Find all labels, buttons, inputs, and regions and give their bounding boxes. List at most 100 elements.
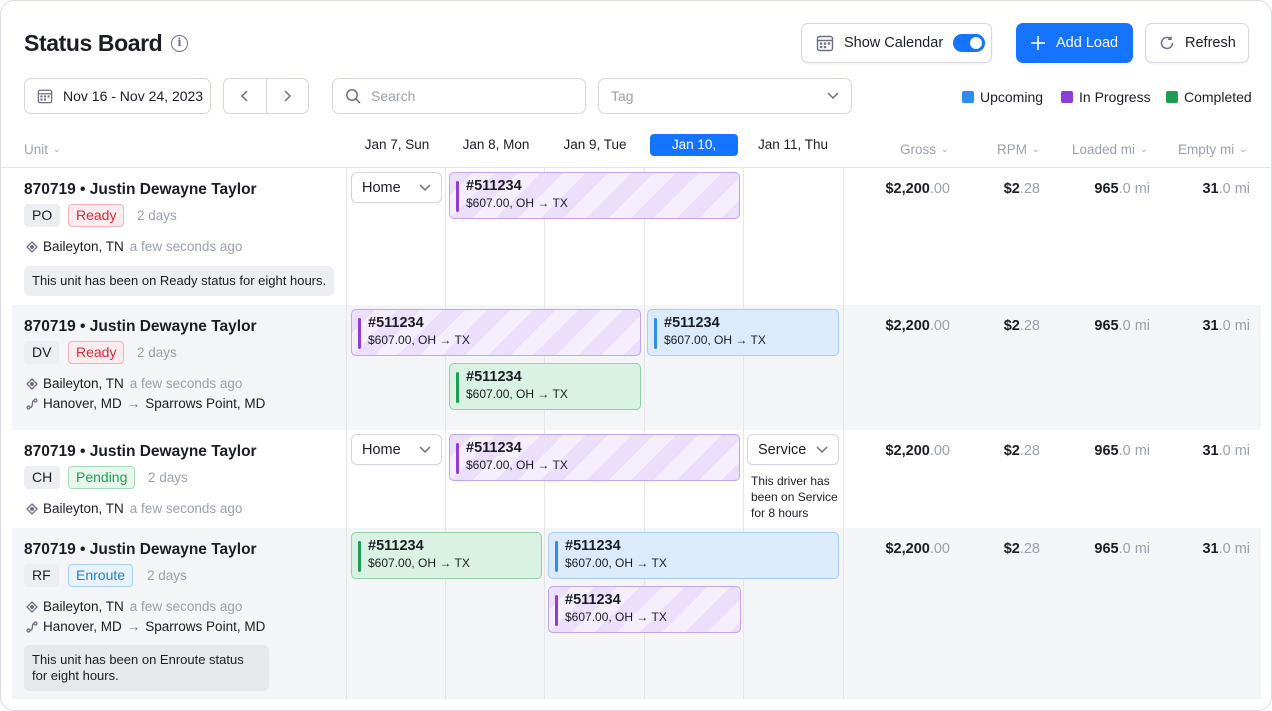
column-label: RPM xyxy=(997,142,1027,157)
location-pin-icon xyxy=(26,600,38,613)
day-header-selected[interactable]: Jan 10, Wed xyxy=(650,134,738,174)
load-card[interactable]: #511234 $607.00, OH → TX xyxy=(449,172,740,219)
show-calendar-switch[interactable] xyxy=(953,34,986,52)
load-card[interactable]: #511234 $607.00, OH → TX xyxy=(449,363,641,410)
empty-mi-value: 31.0 mi xyxy=(1202,318,1250,334)
load-desc: $607.00, OH → TX xyxy=(565,556,667,570)
location-line: Baileyton, TN a few seconds ago xyxy=(26,599,242,614)
load-card[interactable]: #511234 $607.00, OH → TX xyxy=(548,586,741,633)
route-line: Hanover, MD → Sparrows Point, MD xyxy=(26,619,265,634)
page-title: Status Board xyxy=(24,30,163,56)
load-desc: $607.00, OH → TX xyxy=(466,458,568,472)
legend-swatch xyxy=(1166,91,1178,103)
gross-value: $2,200.00 xyxy=(885,181,950,197)
show-calendar-toggle-group[interactable]: Show Calendar xyxy=(801,23,992,63)
column-label: Loaded mi xyxy=(1072,142,1136,157)
refresh-icon xyxy=(1160,36,1174,50)
add-load-button[interactable]: Add Load xyxy=(1016,23,1133,63)
load-card[interactable]: #511234 $607.00, OH → TX xyxy=(449,434,740,481)
load-card[interactable]: #511234 $607.00, OH → TX xyxy=(351,532,542,579)
service-note: This driver has been on Service for 8 ho… xyxy=(751,474,838,520)
unit-name: 870719 • Justin Dewayne Taylor xyxy=(24,318,257,335)
tag-placeholder: Tag xyxy=(611,88,634,104)
load-desc: $607.00, OH → TX xyxy=(368,556,470,570)
route-to: Sparrows Point, MD xyxy=(145,396,266,411)
unit-note: This unit has been on Enroute status for… xyxy=(24,645,269,691)
unit-name: 870719 • Justin Dewayne Taylor xyxy=(24,443,257,460)
legend-swatch xyxy=(962,91,974,103)
location-line: Baileyton, TN a few seconds ago xyxy=(26,239,242,254)
unit-code-badge: RF xyxy=(24,564,59,587)
info-icon[interactable]: i xyxy=(171,35,188,52)
load-card[interactable]: #511234 $607.00, OH → TX xyxy=(647,309,839,356)
load-desc: $607.00, OH → TX xyxy=(664,333,766,347)
grid-line xyxy=(644,168,645,699)
chevron-down-icon xyxy=(419,445,431,453)
rpm-column-header[interactable]: RPM ⌄ xyxy=(997,142,1040,157)
gross-column-header[interactable]: Gross ⌄ xyxy=(900,142,949,157)
location-line: Baileyton, TN a few seconds ago xyxy=(26,501,242,516)
gross-value: $2,200.00 xyxy=(885,443,950,459)
load-card[interactable]: #511234 $607.00, OH → TX xyxy=(548,532,839,579)
calendar-icon xyxy=(816,35,834,52)
status-badge: Ready xyxy=(68,204,125,227)
empty-mi-value: 31.0 mi xyxy=(1202,443,1250,459)
load-id: #511234 xyxy=(466,369,522,385)
refresh-button[interactable]: Refresh xyxy=(1145,23,1249,63)
legend-label: Upcoming xyxy=(980,89,1044,105)
load-desc: $607.00, OH → TX xyxy=(466,387,568,401)
date-nav-group xyxy=(223,78,309,114)
location-pin-icon xyxy=(26,502,38,515)
prev-week-button[interactable] xyxy=(224,79,267,113)
date-range-picker[interactable]: Nov 16 - Nov 24, 2023 xyxy=(24,78,211,114)
service-select[interactable]: Service xyxy=(747,434,839,465)
search-input[interactable]: Search xyxy=(332,78,586,114)
gross-value: $2,200.00 xyxy=(885,318,950,334)
load-id: #511234 xyxy=(565,592,621,608)
updated-time: a few seconds ago xyxy=(129,239,243,254)
legend-label: In Progress xyxy=(1079,89,1151,105)
day-header: Jan 8, Mon xyxy=(462,137,530,152)
chevron-down-icon: ⌄ xyxy=(1140,144,1148,154)
next-week-button[interactable] xyxy=(267,79,309,113)
unit-column-header[interactable]: Unit ⌄ xyxy=(24,142,61,157)
load-card[interactable]: #511234 $607.00, OH → TX xyxy=(351,309,641,356)
route-to: Sparrows Point, MD xyxy=(145,619,266,634)
rpm-value: $2.28 xyxy=(1003,541,1040,557)
load-id: #511234 xyxy=(466,440,522,456)
load-desc: $607.00, OH → TX xyxy=(565,610,667,624)
empty-mi-column-header[interactable]: Empty mi ⌄ xyxy=(1178,142,1247,157)
updated-time: a few seconds ago xyxy=(129,501,243,516)
status-select[interactable]: Home xyxy=(351,434,442,465)
route-from: Hanover, MD xyxy=(43,396,122,411)
loaded-mi-value: 965.0 mi xyxy=(1094,541,1150,557)
status-select[interactable]: Home xyxy=(351,172,442,203)
rpm-value: $2.28 xyxy=(1003,181,1040,197)
column-label: Gross xyxy=(900,142,937,157)
status-age: 2 days xyxy=(147,568,187,583)
legend-completed: Completed xyxy=(1166,89,1252,105)
tag-select[interactable]: Tag xyxy=(598,78,852,114)
grid-line xyxy=(544,168,545,699)
route-icon xyxy=(26,397,38,410)
status-badge: Ready xyxy=(68,341,125,364)
unit-code-badge: CH xyxy=(24,466,61,489)
updated-time: a few seconds ago xyxy=(129,376,243,391)
chevron-down-icon: ⌄ xyxy=(1239,144,1247,154)
column-label: Unit xyxy=(24,142,49,157)
chevron-down-icon: ⌄ xyxy=(53,144,61,154)
column-label: Empty mi xyxy=(1178,142,1235,157)
chevron-right-icon xyxy=(284,90,292,102)
plus-icon xyxy=(1031,36,1045,50)
chevron-down-icon: ⌄ xyxy=(1032,144,1040,154)
route-line: Hanover, MD → Sparrows Point, MD xyxy=(26,396,265,411)
unit-code-badge: DV xyxy=(24,341,60,364)
chevron-down-icon xyxy=(816,445,828,453)
arrow-right-icon: → xyxy=(126,396,141,411)
grid-line xyxy=(843,168,844,699)
loaded-mi-column-header[interactable]: Loaded mi ⌄ xyxy=(1072,142,1148,157)
show-calendar-label: Show Calendar xyxy=(844,35,944,51)
load-desc: $607.00, OH → TX xyxy=(368,333,470,347)
loaded-mi-value: 965.0 mi xyxy=(1094,318,1150,334)
